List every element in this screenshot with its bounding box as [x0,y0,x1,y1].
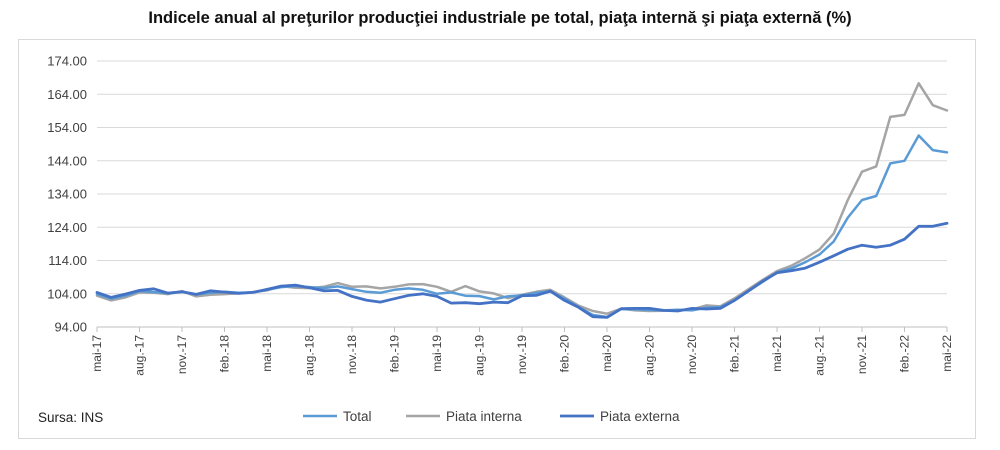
chart-title: Indicele anual al preţurilor producţiei … [148,9,852,27]
y-tick-label: 114.00 [48,253,87,268]
series-lines [95,82,949,319]
x-tick-label: mai-22 [940,335,954,372]
series-line-piata-interna [95,82,949,315]
y-tick-label: 124.00 [47,220,87,235]
legend-label: Piata externa [600,409,680,424]
x-tick-label: feb.-21 [728,335,742,373]
x-tick-label: mai-21 [770,335,784,372]
x-tick-label: aug.-21 [813,335,827,376]
x-tick-label: aug.-17 [133,335,147,376]
series-line-piata-externa [95,221,949,319]
y-tick-label: 134.00 [47,187,87,202]
legend: Total Piata interna Piata externa [303,409,680,424]
chart-frame [18,39,976,439]
y-tick-label: 104.00 [47,286,87,301]
x-tick-label: feb.-22 [898,335,912,373]
y-tick-label: 154.00 [47,120,87,135]
x-tick-label: nov.-21 [855,335,869,374]
x-tick-label: mai-20 [600,335,614,372]
x-tick-label: feb.-18 [218,335,232,373]
x-tick-label: aug.-19 [473,335,487,376]
x-tick-label: mai-17 [90,335,104,372]
legend-label: Piata interna [446,409,522,424]
y-tick-label: 94.00 [54,320,87,335]
grid-lines [97,60,947,295]
x-tick-label: nov.-20 [685,335,699,374]
x-tick-label: nov.-18 [345,335,359,374]
series-line-total [95,134,949,319]
y-axis-ticks: 94.00 104.00 114.00 124.00 134.00 144.00 154.0… [47,54,87,335]
x-tick-label: feb.-20 [558,335,572,373]
x-tick-label: feb.-19 [388,335,402,373]
legend-label: Total [343,409,372,424]
x-tick-label: aug.-20 [643,335,657,376]
source-note: Sursa: INS [38,410,104,425]
y-tick-label: 144.00 [47,153,87,168]
x-tick-label: nov.-19 [515,335,529,374]
x-tick-label: mai-19 [430,335,444,372]
y-tick-label: 164.00 [47,87,87,102]
y-tick-label: 174.00 [47,54,87,69]
x-tick-label: aug.-18 [303,335,317,376]
x-tick-label: mai-18 [260,335,274,372]
x-tick-label: nov.-17 [175,335,189,374]
x-axis: mai-17 aug.-17 nov.-17 feb.-18 mai-18 aug.-18… [90,326,954,376]
